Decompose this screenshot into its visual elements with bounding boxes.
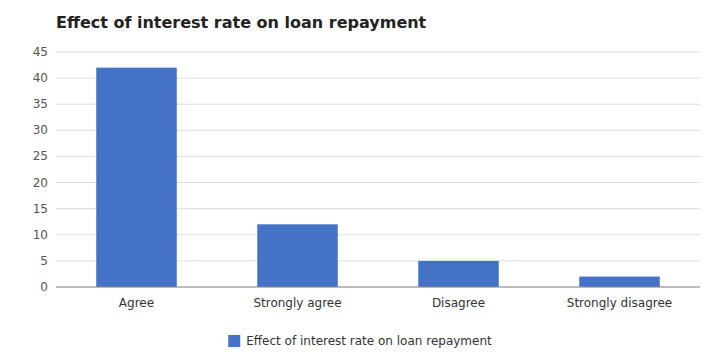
y-tick-label: 0: [40, 280, 48, 294]
x-tick-label: Agree: [119, 296, 154, 310]
y-tick-label: 30: [33, 123, 48, 137]
grid-line: [56, 52, 700, 53]
y-tick-label: 5: [40, 254, 48, 268]
bar: [257, 224, 338, 287]
y-tick-label: 15: [33, 202, 48, 216]
y-tick-label: 35: [33, 97, 48, 111]
title: Effect of interest rate on loan repaymen…: [56, 13, 427, 32]
bar: [96, 68, 177, 287]
x-tick-label: Strongly disagree: [567, 296, 672, 310]
chart: Effect of interest rate on loan repaymen…: [0, 0, 720, 359]
legend-swatch: [228, 335, 240, 347]
y-tick-label: 40: [33, 71, 48, 85]
bar: [418, 261, 499, 287]
bars: [96, 68, 660, 287]
grid-line: [56, 287, 700, 288]
x-tick-label: Strongly agree: [253, 296, 341, 310]
x-tick-label: Disagree: [432, 296, 485, 310]
bar: [579, 277, 660, 287]
grid: [56, 52, 700, 287]
x-axis-line: [56, 287, 700, 288]
y-tick-label: 45: [33, 45, 48, 59]
y-tick-label: 20: [33, 176, 48, 190]
legend-label: Effect of interest rate on loan repaymen…: [246, 334, 492, 348]
y-tick-label: 10: [33, 228, 48, 242]
y-tick-label: 25: [33, 149, 48, 163]
legend: Effect of interest rate on loan repaymen…: [228, 334, 492, 348]
